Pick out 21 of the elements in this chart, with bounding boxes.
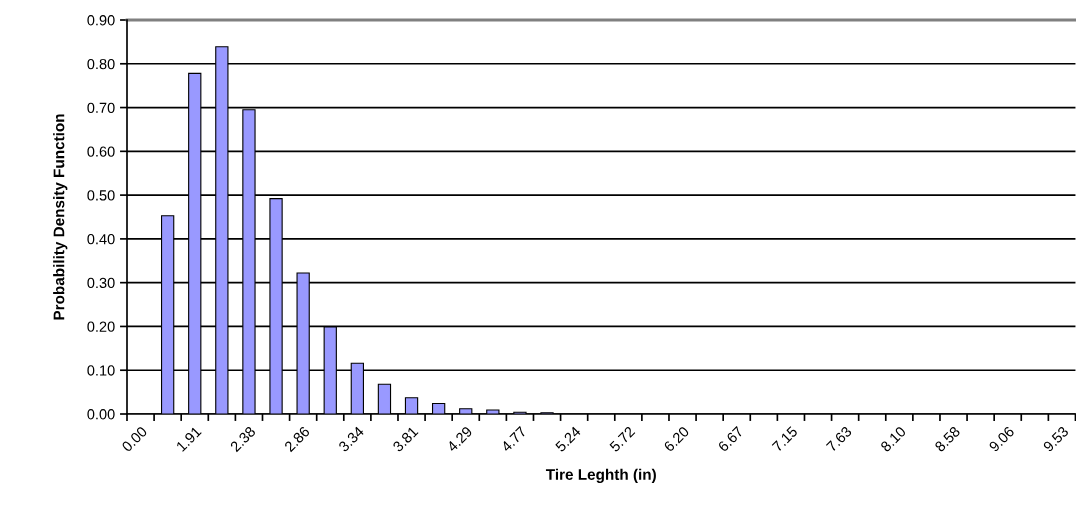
x-tick-label: 7.63 <box>825 425 853 453</box>
y-tick-label: 0.80 <box>87 58 115 70</box>
y-tick-label: 0.00 <box>87 409 115 420</box>
y-tick-label: 0.90 <box>87 15 115 26</box>
x-tick-label: 3.81 <box>392 425 419 453</box>
y-tick-label: 0.10 <box>87 365 115 376</box>
x-tick-label: 0.00 <box>121 425 148 453</box>
y-axis-title: Probability Density Function <box>53 114 68 320</box>
x-axis-title: Tire Leghth (in) <box>545 468 656 483</box>
y-tick-label: 0.40 <box>87 233 115 245</box>
y-tick-label: 0.50 <box>87 190 115 201</box>
x-tick-label: 9.06 <box>988 425 1015 453</box>
x-tick-label: 4.29 <box>446 425 473 453</box>
y-tick-label: 0.60 <box>87 146 115 157</box>
y-tick-label: 0.30 <box>87 277 115 289</box>
y-tick-label: 0.70 <box>87 102 115 113</box>
x-tick-label: 1.91 <box>175 425 202 452</box>
x-tick-label: 3.34 <box>337 425 365 453</box>
x-tick-label: 9.53 <box>1042 425 1070 453</box>
x-tick-label: 6.20 <box>663 425 690 453</box>
y-tick-label: 0.20 <box>87 321 115 332</box>
